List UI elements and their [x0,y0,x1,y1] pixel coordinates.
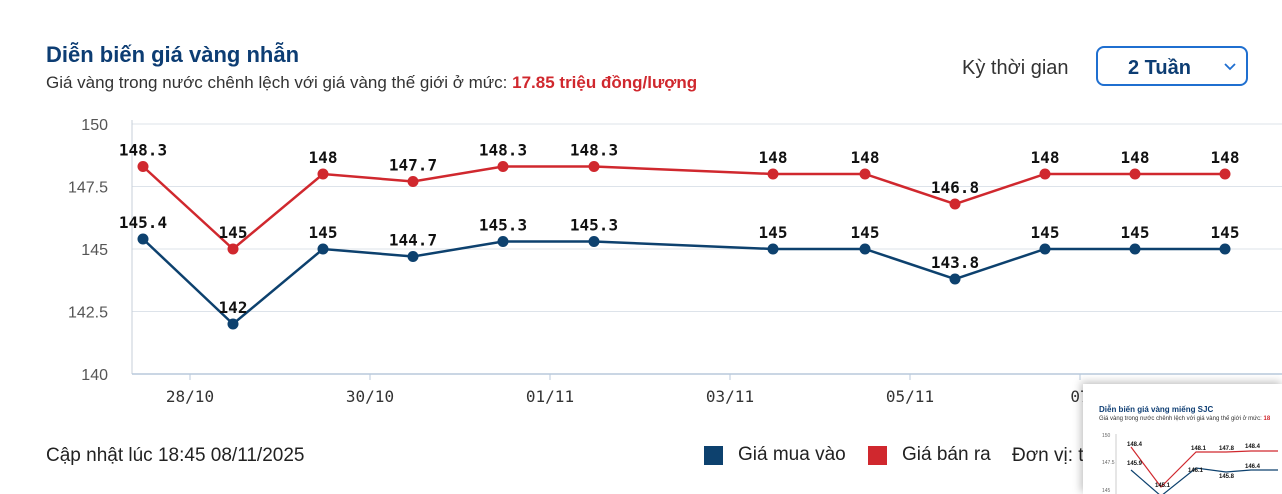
data-label: 146.8 [931,178,979,197]
data-label: 148.3 [119,141,167,160]
thumbnail-label: 148.4 [1127,442,1143,448]
thumbnail-label: 147.5 [1102,460,1115,466]
thumbnail-label: 146.1 [1188,468,1204,474]
thumbnail-label: 145.8 [1219,474,1235,480]
thumbnail-label: 145 [1102,488,1111,494]
legend-item-sell[interactable]: Giá bán ra [868,444,991,466]
x-tick-label: 30/10 [346,387,394,406]
data-point [949,198,961,210]
data-point [859,243,871,255]
price-gap-value: 17.85 triệu đồng/lượng [512,73,698,92]
data-label: 142 [219,298,248,317]
x-tick-label: 01/11 [526,387,574,406]
price-gap-subtitle: Giá vàng trong nước chênh lệch với giá v… [46,73,697,93]
chart-series: 145.4 142 145 144.7 145.3 145.3 145 145 143.8 145… [119,141,1240,330]
y-tick-label: 147.5 [68,180,108,197]
y-tick-label: 140 [81,367,108,384]
data-point [1219,168,1231,180]
thumbnail-label: 146.4 [1245,464,1261,470]
data-point [497,161,509,172]
data-label: 145 [759,223,788,242]
data-label: 145.4 [119,213,167,232]
data-point [137,233,149,245]
chevron-down-icon [1224,63,1236,71]
data-label: 145 [219,223,248,242]
legend-swatch-sell [868,445,887,465]
data-point [1129,243,1141,255]
period-label: Kỳ thời gian [962,57,1069,79]
data-label: 143.8 [931,253,979,272]
legend-swatch-buy [704,445,723,465]
data-point [859,168,871,180]
thumbnail-title: Diễn biến giá vàng miếng SJC [1099,405,1214,414]
data-label: 148 [309,148,338,167]
legend-label-buy: Giá mua vào [738,444,846,465]
data-point [1039,168,1051,180]
subtitle-text: Giá vàng trong nước chênh lệch với giá v… [46,73,513,92]
y-tick-label: 150 [81,117,108,134]
legend-item-buy[interactable]: Giá mua vào [704,444,846,466]
thumbnail-label: 145.1 [1155,483,1171,489]
data-point [407,251,419,262]
last-updated: Cập nhật lúc 18:45 08/11/2025 [46,445,305,466]
data-label: 148 [851,148,880,167]
series-line [142,165,1225,251]
thumbnail-label: 148.1 [1191,446,1207,452]
data-label: 148 [759,148,788,167]
data-label: 145 [1121,223,1150,242]
data-label: 145 [851,223,880,242]
data-label: 148 [1121,148,1150,167]
page-title: Diễn biến giá vàng nhẫn [46,42,300,67]
x-tick-label: 28/10 [166,387,214,406]
data-point [137,161,149,172]
chart-grid [131,120,1282,375]
data-point [767,243,779,255]
data-point [317,168,329,180]
data-label: 145 [309,223,338,242]
data-point [227,243,239,255]
data-point [767,168,779,180]
period-selected-value: 2 Tuần [1128,57,1191,79]
data-point [1039,243,1051,255]
data-point [949,273,961,285]
thumbnail-label: 145.9 [1127,461,1143,467]
data-label: 144.7 [389,231,437,250]
unit-label: Đơn vị: t [1012,445,1084,466]
series-line [142,238,1225,326]
data-point [227,318,239,330]
x-tick-label: 05/11 [886,387,934,406]
data-label: 145.3 [570,216,618,235]
data-point [588,161,600,172]
thumbnail-mini-chart: 150 147.5 145 148.4 145.9 145.1 148.1 14… [1102,433,1278,494]
data-point [588,236,600,247]
thumbnail-label: 150 [1102,433,1111,439]
sjc-chart-thumbnail[interactable]: Diễn biến giá vàng miếng SJC Giá vàng tr… [1083,384,1282,494]
data-point [1129,168,1141,180]
y-tick-label: 145 [81,242,108,259]
x-axis-labels: 28/10 30/10 01/11 03/11 05/11 07 [166,374,1090,406]
thumbnail-subtitle: Giá vàng trong nước chênh lệch với giá v… [1099,416,1270,422]
data-point [317,243,329,255]
data-label: 145.3 [479,216,527,235]
data-label: 148.3 [479,141,527,160]
data-point [407,176,419,187]
data-label: 148 [1211,148,1240,167]
thumbnail-subtitle-text: Giá vàng trong nước chênh lệch với giá v… [1099,416,1264,422]
data-label: 145 [1211,223,1240,242]
thumbnail-label: 148.4 [1245,444,1261,450]
x-tick-label: 03/11 [706,387,754,406]
period-select[interactable]: 2 Tuần [1096,46,1248,86]
data-label: 147.7 [389,156,437,175]
y-tick-label: 142.5 [68,305,108,322]
legend-label-sell: Giá bán ra [902,444,991,465]
price-line-chart: 150 147.5 145 142.5 140 28/10 30/10 01/11 03/11… [68,117,1282,406]
data-label: 148.3 [570,141,618,160]
data-point [1219,243,1231,255]
data-label: 148 [1031,148,1060,167]
y-axis-labels: 150 147.5 145 142.5 140 [68,117,108,384]
data-point [497,236,509,247]
thumbnail-subtitle-value: 18 [1263,416,1271,422]
data-label: 145 [1031,223,1060,242]
thumbnail-label: 147.8 [1219,446,1235,452]
